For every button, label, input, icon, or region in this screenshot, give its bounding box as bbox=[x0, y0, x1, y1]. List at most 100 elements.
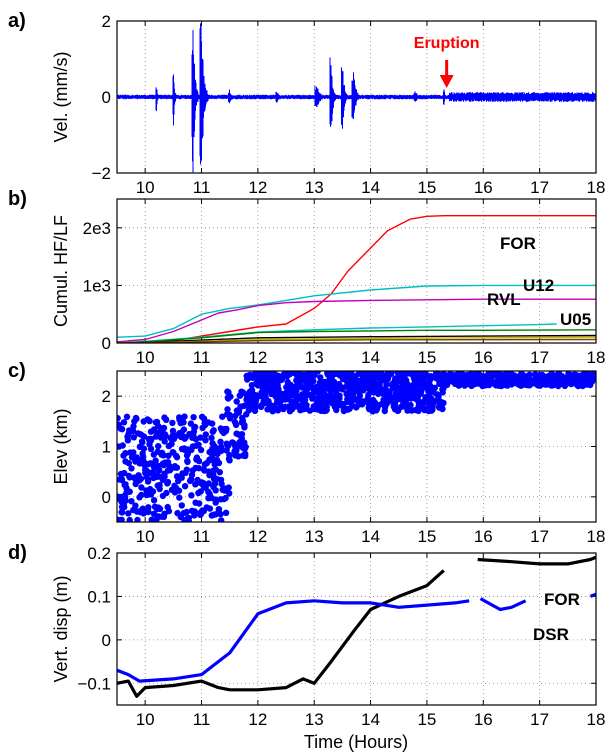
scatter-point bbox=[201, 461, 209, 468]
x-tick-label: 16 bbox=[474, 178, 493, 197]
scatter-point bbox=[331, 403, 339, 411]
scatter-point bbox=[391, 376, 399, 383]
y-tick-label: 0 bbox=[102, 334, 111, 353]
x-tick-label: 13 bbox=[305, 348, 324, 367]
scatter-point bbox=[201, 467, 208, 474]
scatter-point bbox=[161, 473, 168, 480]
plot-area bbox=[117, 215, 596, 343]
scatter-point bbox=[402, 395, 409, 402]
scatter-point bbox=[138, 438, 146, 445]
scatter-point bbox=[301, 389, 309, 396]
scatter-point bbox=[522, 381, 530, 388]
scatter-point bbox=[175, 487, 183, 494]
plot-area bbox=[117, 555, 596, 698]
x-tick-label: 18 bbox=[587, 527, 606, 546]
scatter-point bbox=[161, 438, 168, 445]
scatter-point bbox=[538, 378, 546, 386]
scatter-point bbox=[426, 382, 434, 389]
scatter-point bbox=[186, 430, 193, 438]
panel-letter: c) bbox=[8, 360, 26, 382]
scatter-point bbox=[176, 416, 183, 423]
scatter-point bbox=[374, 384, 381, 392]
scatter-point bbox=[134, 516, 141, 522]
scatter-point bbox=[324, 398, 331, 405]
scatter-point bbox=[130, 474, 138, 481]
scatter-point bbox=[286, 391, 293, 398]
scatter-point bbox=[206, 472, 213, 479]
scatter-point bbox=[143, 474, 150, 481]
scatter-point bbox=[132, 458, 139, 465]
scatter-point bbox=[206, 505, 214, 512]
scatter-point bbox=[215, 506, 223, 513]
x-tick-label: 11 bbox=[193, 348, 211, 367]
y-tick-label: 2 bbox=[102, 387, 111, 406]
scatter-point bbox=[184, 457, 191, 465]
scatter-point bbox=[128, 465, 135, 472]
scatter-point bbox=[162, 432, 169, 440]
scatter-point bbox=[408, 407, 416, 414]
scatter-point bbox=[421, 383, 429, 390]
scatter-point bbox=[191, 424, 198, 432]
scatter-point bbox=[380, 387, 388, 394]
x-tick-label: 14 bbox=[361, 710, 380, 729]
scatter-point bbox=[280, 405, 287, 413]
scatter-point bbox=[202, 431, 209, 438]
scatter-point bbox=[309, 393, 316, 400]
scatter-point bbox=[551, 379, 559, 386]
scatter-point bbox=[406, 371, 413, 375]
panel-d: 10 11 12 13 14 15 16 17 18 0.2 0.1 0 −0.1 Vert. disp … bbox=[8, 542, 605, 729]
scatter-point bbox=[130, 423, 137, 430]
scatter-point bbox=[407, 395, 415, 402]
scatter-point bbox=[332, 371, 339, 378]
scatter-point bbox=[209, 447, 216, 454]
scatter-point bbox=[120, 419, 128, 426]
scatter-point bbox=[138, 484, 145, 491]
scatter-point bbox=[256, 378, 263, 385]
y-tick-label: 0.1 bbox=[87, 587, 111, 606]
scatter-point bbox=[386, 390, 393, 397]
scatter-point bbox=[217, 496, 224, 503]
scatter-point bbox=[420, 374, 427, 381]
scatter-point bbox=[263, 385, 271, 392]
x-tick-label: 13 bbox=[305, 710, 324, 729]
scatter-point bbox=[377, 377, 384, 384]
x-tick-label: 17 bbox=[530, 178, 549, 197]
scatter-point bbox=[130, 427, 137, 435]
scatter-point bbox=[517, 378, 524, 385]
scatter-point bbox=[192, 499, 199, 506]
scatter-point bbox=[164, 459, 172, 466]
scatter-point bbox=[148, 516, 155, 522]
scatter-point bbox=[368, 371, 376, 376]
scatter-point bbox=[390, 403, 398, 411]
scatter-point bbox=[441, 371, 449, 379]
scatter-point bbox=[433, 391, 441, 398]
scatter-point bbox=[302, 405, 310, 412]
scatter-point bbox=[314, 389, 321, 396]
scatter-point bbox=[181, 445, 188, 452]
scatter-point bbox=[313, 399, 321, 407]
x-tick-label: 13 bbox=[305, 178, 324, 197]
scatter-point bbox=[218, 447, 225, 455]
axes-frame bbox=[116, 198, 597, 344]
x-tick-label: 12 bbox=[248, 710, 267, 729]
scatter-point bbox=[133, 415, 140, 423]
scatter-point bbox=[417, 390, 424, 397]
scatter-point bbox=[119, 442, 126, 449]
scatter-point bbox=[155, 462, 162, 469]
seismogram-trace bbox=[117, 23, 596, 173]
scatter-point bbox=[499, 380, 506, 388]
scatter-point bbox=[340, 372, 347, 379]
scatter-point bbox=[226, 457, 233, 464]
x-tick-label: 16 bbox=[474, 710, 493, 729]
scatter-point bbox=[392, 392, 399, 399]
scatter-point bbox=[126, 516, 133, 522]
scatter-point bbox=[484, 374, 491, 381]
scatter-point bbox=[270, 402, 278, 409]
scatter-point bbox=[301, 396, 309, 404]
scatter-point bbox=[511, 378, 518, 385]
scatter-point bbox=[188, 476, 195, 483]
y-axis-label: Vert. disp (m) bbox=[51, 575, 71, 682]
scatter-point bbox=[411, 371, 418, 375]
scatter-point bbox=[150, 497, 158, 504]
series-line-extra-7 bbox=[117, 338, 596, 343]
